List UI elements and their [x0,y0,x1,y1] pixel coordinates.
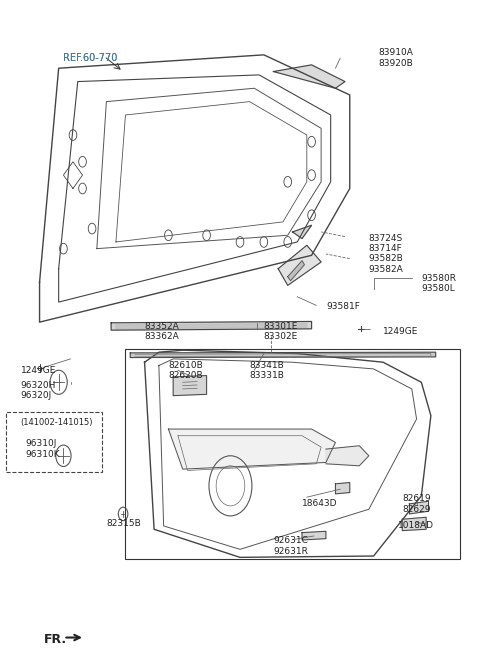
Polygon shape [274,65,345,89]
Polygon shape [292,225,312,239]
Polygon shape [326,446,369,466]
Text: 82619
82629: 82619 82629 [402,495,431,513]
Text: 83301E
83302E: 83301E 83302E [264,322,298,341]
Text: REF.60-770: REF.60-770 [63,53,118,63]
Polygon shape [130,352,436,358]
Text: 93580R
93580L: 93580R 93580L [421,274,456,293]
Text: 83341B
83331B: 83341B 83331B [250,360,285,380]
Text: 18643D: 18643D [302,499,337,509]
Polygon shape [173,376,206,396]
Text: 1249GE: 1249GE [21,366,56,374]
Polygon shape [168,429,336,469]
Text: 82610B
82620B: 82610B 82620B [168,360,203,380]
Text: REF.60-770: REF.60-770 [63,53,118,63]
Text: 93582B
93582A: 93582B 93582A [369,254,404,274]
Polygon shape [116,323,307,329]
Text: 83910A
83920B: 83910A 83920B [378,48,413,68]
Text: 82315B: 82315B [107,519,141,529]
Polygon shape [402,517,426,531]
Text: 92631C
92631R: 92631C 92631R [274,536,308,556]
Bar [125,349,459,560]
Polygon shape [278,246,321,285]
Text: 1249GE: 1249GE [383,327,419,336]
Text: 1018AD: 1018AD [397,521,433,531]
Polygon shape [302,531,326,540]
Polygon shape [409,501,429,514]
Text: 96320H
96320J: 96320H 96320J [21,380,56,400]
Text: 83724S
83714F: 83724S 83714F [369,234,403,253]
Text: 96310J
96310K: 96310J 96310K [25,440,60,459]
Bar [6,413,102,472]
Polygon shape [288,260,304,280]
Text: 93581F: 93581F [326,302,360,311]
Text: 83352A
83362A: 83352A 83362A [144,322,180,341]
Polygon shape [336,482,350,494]
Text: (141002-141015): (141002-141015) [21,418,93,427]
Text: FR.: FR. [44,633,68,646]
Polygon shape [111,321,312,330]
